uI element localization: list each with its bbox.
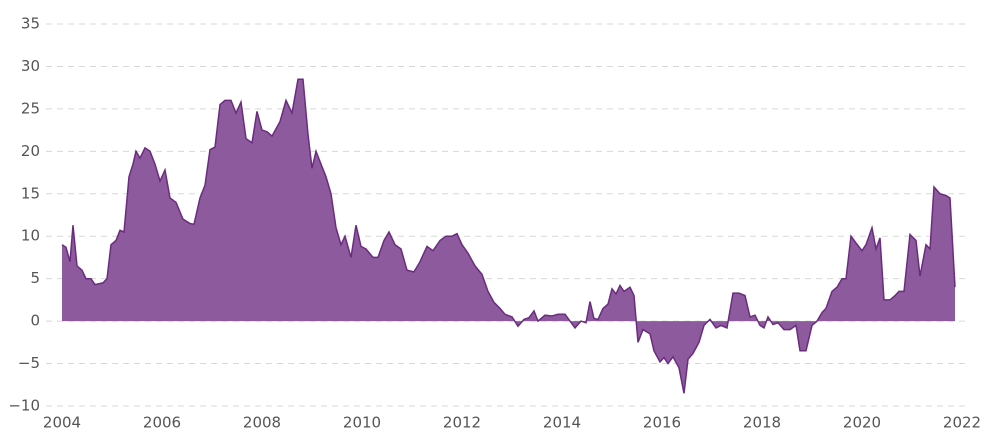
y-tick-label: 35: [21, 15, 40, 33]
y-tick-label: 5: [30, 269, 40, 287]
y-tick-label: −5: [18, 354, 40, 372]
x-tick-label: 2010: [343, 414, 381, 432]
x-tick-label: 2006: [143, 414, 181, 432]
y-tick-label: 20: [21, 142, 40, 160]
x-tick-label: 2022: [943, 414, 981, 432]
y-tick-label: 25: [21, 99, 40, 117]
x-tick-label: 2008: [243, 414, 281, 432]
x-tick-label: 2012: [443, 414, 481, 432]
y-tick-label: 30: [21, 57, 40, 75]
x-tick-label: 2004: [43, 414, 81, 432]
x-tick-label: 2020: [843, 414, 881, 432]
y-tick-label: 15: [21, 184, 40, 202]
area-line: [61, 78, 956, 394]
y-tick-label: 10: [21, 227, 40, 245]
x-tick-label: 2018: [743, 414, 781, 432]
area: [62, 79, 955, 394]
x-tick-label: 2014: [543, 414, 581, 432]
x-tick-label: 2016: [643, 414, 681, 432]
y-tick-label: 0: [30, 312, 40, 330]
y-tick-label: −10: [8, 397, 40, 415]
